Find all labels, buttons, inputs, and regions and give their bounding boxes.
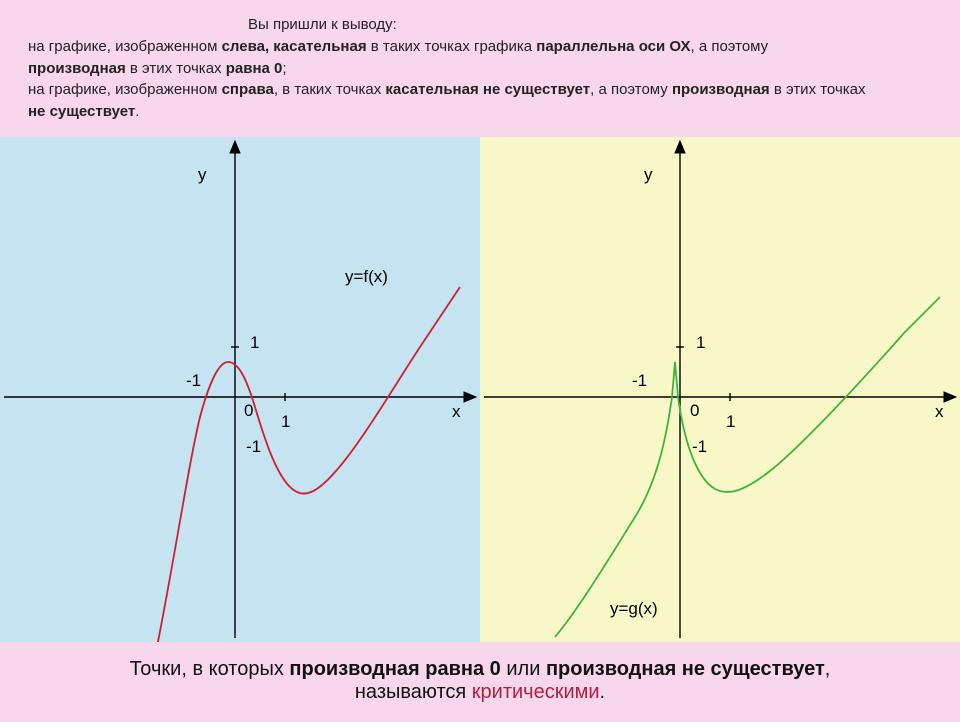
t: . bbox=[135, 103, 139, 120]
left-plot: y x 0 1 1 -1 -1 y=f(x) bbox=[0, 137, 480, 642]
x-axis-label-r: x bbox=[935, 402, 944, 422]
fn-label-right: y=g(x) bbox=[610, 599, 658, 619]
plots-row: y x 0 1 1 -1 -1 y=f(x) y x 0 1 1 -1 -1 y… bbox=[0, 137, 960, 642]
t: справа bbox=[222, 81, 274, 98]
right-svg bbox=[480, 137, 960, 642]
header-text: Вы пришли к выводу: на графике, изображе… bbox=[0, 0, 960, 137]
right-plot: y x 0 1 1 -1 -1 y=g(x) bbox=[480, 137, 960, 642]
t: , а поэтому bbox=[691, 38, 769, 55]
t: касательная не существует bbox=[385, 81, 590, 98]
left-svg bbox=[0, 137, 480, 642]
t: параллельна оси ОХ bbox=[536, 38, 690, 55]
t: или bbox=[501, 658, 546, 680]
line2: производная в этих точках равна 0; bbox=[28, 58, 932, 80]
t: . bbox=[600, 681, 606, 703]
line4: не существует. bbox=[28, 101, 932, 123]
t: не существует bbox=[28, 103, 135, 120]
origin-label-r: 0 bbox=[690, 401, 699, 421]
t: ; bbox=[282, 60, 286, 77]
footer-line2: называются критическими. bbox=[20, 681, 940, 704]
t: производная не существует bbox=[546, 658, 825, 680]
y-tick-1: 1 bbox=[250, 333, 259, 353]
y-axis-label-r: y bbox=[644, 165, 653, 185]
footer-text: Точки, в которых производная равна 0 или… bbox=[0, 642, 960, 722]
lead: Вы пришли к выводу: bbox=[248, 14, 932, 36]
t: называются bbox=[355, 681, 472, 703]
t: , а поэтому bbox=[590, 81, 672, 98]
t: на графике, изображенном bbox=[28, 38, 222, 55]
y-tick-neg1: -1 bbox=[246, 437, 261, 457]
t: в таких точках графика bbox=[367, 38, 537, 55]
t: в этих точках bbox=[770, 81, 866, 98]
t: равна 0 bbox=[226, 60, 283, 77]
y-tick-neg1-r: -1 bbox=[692, 437, 707, 457]
t: производная bbox=[672, 81, 770, 98]
t: , в таких точках bbox=[274, 81, 386, 98]
t: производная равна 0 bbox=[289, 658, 500, 680]
line1: на графике, изображенном слева, касатель… bbox=[28, 36, 932, 58]
t: Точки, в которых bbox=[130, 658, 290, 680]
x-tick-1: 1 bbox=[281, 412, 290, 432]
footer-line1: Точки, в которых производная равна 0 или… bbox=[20, 658, 940, 681]
t: , bbox=[825, 658, 831, 680]
line3: на графике, изображенном справа, в таких… bbox=[28, 79, 932, 101]
fn-label-left: y=f(x) bbox=[345, 267, 388, 287]
origin-label: 0 bbox=[244, 401, 253, 421]
t: на графике, изображенном bbox=[28, 81, 222, 98]
x-axis-label: x bbox=[452, 402, 461, 422]
t: в этих точках bbox=[126, 60, 226, 77]
x-tick-1-r: 1 bbox=[726, 412, 735, 432]
t: производная bbox=[28, 60, 126, 77]
y-tick-1-r: 1 bbox=[696, 333, 705, 353]
t: слева, касательная bbox=[222, 38, 367, 55]
y-axis-label: y bbox=[198, 165, 207, 185]
x-tick-neg1: -1 bbox=[186, 371, 201, 391]
x-tick-neg1-r: -1 bbox=[632, 371, 647, 391]
critical-word: критическими bbox=[472, 681, 600, 703]
